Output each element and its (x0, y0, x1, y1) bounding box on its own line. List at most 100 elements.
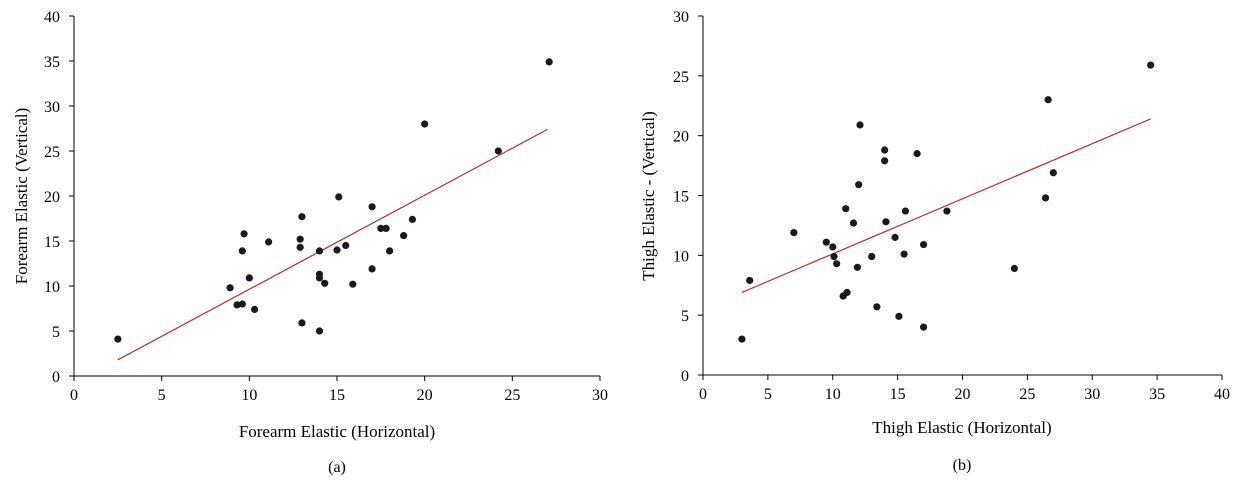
data-point (114, 335, 122, 343)
data-point (226, 284, 234, 292)
x-tick-label: 35 (1149, 386, 1165, 403)
y-tick-label: 5 (681, 308, 689, 325)
x-axis-title: Thigh Elastic (Horizontal) (872, 418, 1051, 437)
data-point (891, 233, 899, 241)
trendline-group (741, 118, 1151, 293)
y-tick-label: 20 (44, 189, 60, 206)
data-point (881, 146, 889, 154)
data-point (377, 224, 385, 232)
axis-ticks: 0 5 10 15 20 25 30 0 5 10 15 20 25 30 35 40 (44, 9, 608, 404)
y-tick-label: 10 (673, 248, 689, 265)
data-point (919, 240, 928, 249)
data-point (296, 235, 304, 243)
data-point (855, 181, 863, 189)
y-tick-label: 30 (673, 9, 689, 26)
panel-label: (b) (953, 457, 972, 474)
x-axis-title: Forearm Elastic (Horizontal) (239, 422, 435, 441)
data-point (298, 319, 306, 327)
y-tick-label: 25 (44, 144, 60, 161)
data-point (1010, 264, 1019, 273)
trendline (117, 128, 548, 361)
y-tick-label: 20 (673, 129, 689, 146)
y-axis-title: Forearm Elastic (Vertical) (12, 108, 31, 285)
data-point (408, 215, 416, 223)
data-point (368, 203, 376, 211)
x-tick-label: 0 (699, 386, 707, 403)
data-point (738, 335, 746, 343)
x-tick-label: 5 (158, 387, 166, 404)
x-tick-label: 15 (329, 387, 345, 404)
data-point (1147, 61, 1155, 69)
data-point (1044, 96, 1052, 104)
data-point (400, 232, 408, 240)
x-tick-label: 25 (1019, 386, 1035, 403)
data-point (315, 327, 324, 335)
data-points (114, 58, 553, 343)
data-point (913, 150, 921, 158)
data-point (829, 243, 837, 251)
data-point (333, 246, 341, 254)
data-point (746, 276, 754, 285)
chart-panel-b: 0 5 10 15 20 25 30 35 40 0 5 10 15 20 25 30 Thigh Elast… (639, 9, 1230, 474)
data-point (843, 288, 851, 297)
data-point (830, 252, 838, 261)
data-point (315, 274, 324, 282)
data-point (833, 260, 841, 268)
y-tick-label: 35 (44, 54, 60, 71)
data-point (842, 205, 850, 213)
data-point (849, 219, 858, 227)
x-tick-label: 30 (1084, 386, 1100, 403)
y-tick-label: 15 (44, 234, 60, 251)
data-point (315, 247, 324, 255)
x-tick-label: 5 (764, 386, 772, 403)
x-tick-label: 40 (1214, 386, 1230, 403)
data-point (900, 250, 908, 258)
data-point (240, 230, 248, 238)
data-point (368, 265, 376, 273)
x-tick-label: 0 (70, 387, 78, 404)
axis-ticks: 0 5 10 15 20 25 30 35 40 0 5 10 15 20 25 30 (673, 9, 1230, 403)
y-tick-label: 0 (52, 369, 60, 386)
data-point (1049, 169, 1057, 177)
x-tick-label: 15 (890, 386, 906, 403)
data-point (238, 300, 246, 308)
y-tick-label: 25 (673, 69, 689, 86)
y-tick-label: 30 (44, 99, 60, 116)
trendline (741, 118, 1151, 293)
y-tick-label: 40 (44, 9, 60, 26)
data-point (882, 218, 890, 226)
data-point (868, 252, 876, 261)
data-point (349, 280, 357, 288)
data-point (853, 263, 862, 271)
y-axis-title: Thigh Elastic - (Vertical) (639, 111, 658, 280)
x-tick-label: 20 (955, 386, 971, 403)
data-point (335, 193, 343, 201)
data-point (494, 147, 502, 155)
y-tick-label: 0 (681, 368, 689, 385)
x-tick-label: 10 (241, 387, 257, 404)
data-point (790, 228, 798, 237)
data-point (943, 207, 951, 215)
chart-panel-a: 0 5 10 15 20 25 30 0 5 10 15 20 25 30 35 40 Forearm Ela… (12, 9, 608, 476)
data-point (545, 58, 553, 66)
x-tick-label: 10 (825, 386, 841, 403)
x-tick-label: 30 (592, 387, 608, 404)
data-point (238, 247, 246, 255)
panel-label: (a) (328, 459, 346, 476)
data-point (919, 323, 928, 331)
x-tick-label: 25 (504, 387, 520, 404)
y-tick-label: 10 (44, 279, 60, 296)
data-point (342, 241, 350, 250)
data-point (873, 303, 881, 311)
data-point (856, 121, 864, 129)
y-tick-label: 15 (673, 189, 689, 206)
data-point (296, 243, 304, 251)
data-point (265, 238, 273, 246)
data-point (321, 279, 329, 287)
data-point (298, 213, 306, 221)
data-point (245, 274, 253, 282)
data-point (822, 238, 830, 246)
data-point (1041, 194, 1050, 202)
x-tick-label: 20 (417, 387, 433, 404)
